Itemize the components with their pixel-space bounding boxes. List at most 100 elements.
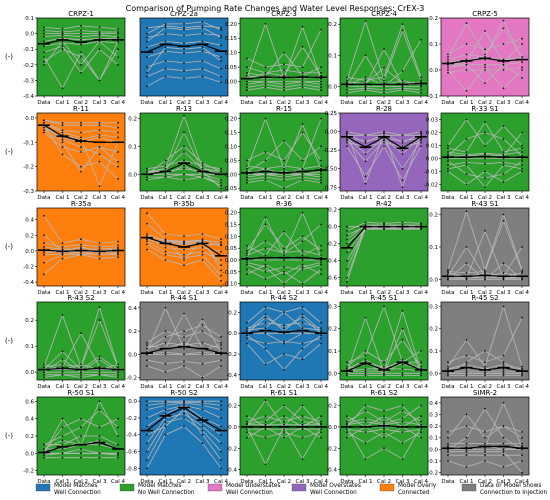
data-point xyxy=(117,452,119,455)
data-point xyxy=(346,130,348,133)
x-tick-label: Cal 2 xyxy=(377,195,391,201)
median-line xyxy=(448,445,523,449)
data-point xyxy=(264,332,267,335)
y-tick-label: 0.2 xyxy=(328,404,337,410)
y-tick-label: 0.2 xyxy=(328,208,337,214)
data-point xyxy=(502,43,505,45)
y-tick-label: 0.1 xyxy=(429,245,438,251)
legend-label: Well Connection xyxy=(54,490,101,496)
data-point xyxy=(183,159,185,162)
y-tick-label: 0.0 xyxy=(429,371,438,377)
y-tick-label: 0.1 xyxy=(128,144,137,150)
data-point xyxy=(246,176,248,179)
y-tick-label: -0.8 xyxy=(126,466,137,472)
data-point xyxy=(264,263,267,266)
data-point xyxy=(201,442,204,444)
data-point xyxy=(447,153,449,156)
legend-label: Model Matches xyxy=(54,483,98,489)
x-tick-label: Cal 2 xyxy=(277,290,291,296)
data-point xyxy=(164,425,167,428)
data-point xyxy=(146,40,148,43)
data-point xyxy=(346,85,348,88)
data-point xyxy=(401,179,404,181)
data-point xyxy=(346,428,348,430)
data-point xyxy=(521,151,523,153)
data-point xyxy=(283,368,285,371)
data-point xyxy=(320,72,322,74)
data-point xyxy=(80,376,82,379)
data-point xyxy=(246,321,248,324)
data-point xyxy=(283,324,285,326)
data-point xyxy=(447,69,449,71)
data-point xyxy=(484,270,486,273)
data-point xyxy=(465,155,468,157)
data-point xyxy=(98,253,101,256)
data-point xyxy=(383,130,385,133)
legend-swatch xyxy=(291,483,307,492)
data-point xyxy=(383,422,385,425)
y-tick-label: 0.00 xyxy=(426,157,439,163)
data-point xyxy=(80,124,82,127)
data-point xyxy=(521,277,523,279)
data-point xyxy=(301,86,304,89)
data-point xyxy=(484,436,486,439)
x-tick-label: Cal 4 xyxy=(515,100,529,106)
y-tick-label: -0.2 xyxy=(326,242,337,248)
data-point xyxy=(465,442,468,445)
data-point xyxy=(117,63,119,66)
data-point xyxy=(61,253,64,256)
data-point xyxy=(264,463,267,466)
data-point xyxy=(246,431,248,434)
data-point xyxy=(201,362,204,365)
data-point xyxy=(521,316,523,319)
data-point xyxy=(246,159,248,162)
data-point xyxy=(117,363,119,366)
data-point xyxy=(420,92,422,94)
data-point xyxy=(484,58,486,61)
data-point xyxy=(320,145,322,148)
panel-title: R-43 S1 xyxy=(471,200,498,208)
legend-swatch xyxy=(35,483,51,492)
data-point xyxy=(201,233,204,235)
data-point xyxy=(521,168,523,170)
data-point xyxy=(43,26,45,29)
data-point xyxy=(301,131,304,134)
data-point xyxy=(98,435,101,437)
data-point xyxy=(346,92,348,94)
data-point xyxy=(447,56,449,58)
x-tick-label: Cal 3 xyxy=(497,290,511,296)
y-tick-label: -0.3 xyxy=(23,78,34,84)
data-point xyxy=(301,167,304,170)
data-point xyxy=(283,311,285,314)
data-point xyxy=(98,40,101,43)
data-point xyxy=(98,146,101,149)
data-point xyxy=(164,46,167,49)
data-point xyxy=(43,253,45,256)
x-tick-label: Data xyxy=(240,100,253,106)
data-point xyxy=(146,442,148,444)
data-point xyxy=(43,246,45,248)
y-axis-label: (-) xyxy=(5,243,13,251)
data-point xyxy=(521,442,523,445)
data-point xyxy=(420,141,422,144)
x-tick-label: Data xyxy=(240,195,253,201)
panel-frame xyxy=(36,207,126,287)
data-point xyxy=(264,80,267,83)
data-point xyxy=(146,26,148,29)
y-tick-label: 0.1 xyxy=(25,344,34,350)
data-point xyxy=(465,246,468,248)
data-point xyxy=(420,222,422,225)
data-point xyxy=(401,327,404,330)
data-point xyxy=(220,67,222,70)
panel-title: R-33 S1 xyxy=(471,105,498,113)
data-point xyxy=(61,426,64,429)
legend-label: Model Overly xyxy=(398,483,437,489)
data-point xyxy=(502,213,505,216)
data-point xyxy=(183,77,185,80)
data-point xyxy=(502,19,505,22)
data-point xyxy=(283,266,285,268)
data-point xyxy=(301,404,304,407)
data-point xyxy=(465,157,468,160)
x-tick-label: Cal 1 xyxy=(259,195,273,201)
x-tick-label: Cal 2 xyxy=(377,290,391,296)
